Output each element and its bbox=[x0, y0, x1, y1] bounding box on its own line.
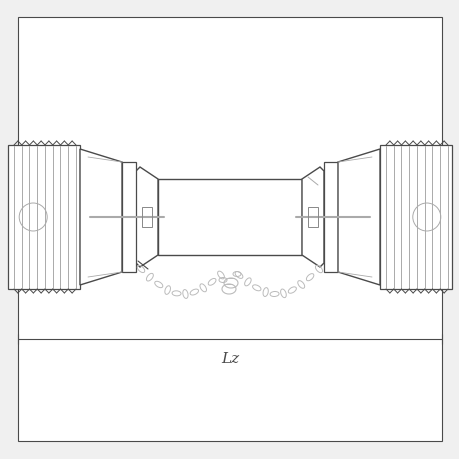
Polygon shape bbox=[136, 168, 157, 268]
Bar bbox=[308, 207, 317, 228]
Text: Lz: Lz bbox=[220, 351, 239, 365]
Polygon shape bbox=[302, 168, 323, 268]
Bar bbox=[122, 162, 136, 272]
Polygon shape bbox=[337, 150, 379, 285]
Bar bbox=[323, 162, 337, 272]
Polygon shape bbox=[80, 150, 122, 285]
Bar bbox=[142, 207, 151, 228]
Bar bbox=[379, 146, 451, 289]
Bar bbox=[8, 146, 80, 289]
Bar bbox=[157, 179, 302, 256]
